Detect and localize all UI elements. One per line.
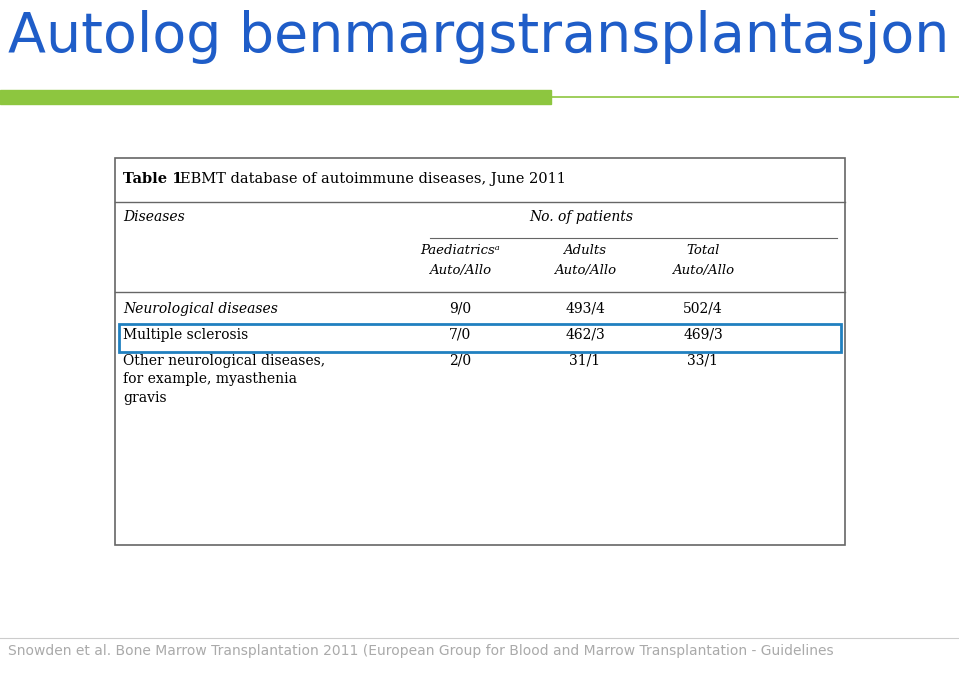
Text: Snowden et al. Bone Marrow Transplantation 2011 (European Group for Blood and Ma: Snowden et al. Bone Marrow Transplantati… [8,644,833,658]
Text: 469/3: 469/3 [683,328,723,342]
Text: Adults: Adults [564,244,606,257]
Text: Paediatricsᵃ: Paediatricsᵃ [420,244,500,257]
Text: 462/3: 462/3 [565,328,605,342]
Text: EBMT database of autoimmune diseases, June 2011: EBMT database of autoimmune diseases, Ju… [180,172,566,186]
Text: 31/1: 31/1 [570,354,600,368]
Text: Table 1: Table 1 [123,172,182,186]
Bar [0,90,551,104]
Text: 502/4: 502/4 [683,302,723,316]
Text: Auto/Allo: Auto/Allo [554,264,616,277]
Text: Neurological diseases: Neurological diseases [123,302,278,316]
Text: 2/0: 2/0 [449,354,471,368]
Text: 493/4: 493/4 [565,302,605,316]
Text: Auto/Allo: Auto/Allo [429,264,491,277]
Text: 7/0: 7/0 [449,328,471,342]
Text: Auto/Allo: Auto/Allo [672,264,734,277]
Text: Other neurological diseases,
for example, myasthenia
gravis: Other neurological diseases, for example… [123,354,325,405]
Text: Autolog benmargstransplantasjon: Autolog benmargstransplantasjon [8,10,949,64]
Bar [115,158,845,545]
Text: Diseases: Diseases [123,210,185,224]
Bar [119,324,841,352]
Text: 9/0: 9/0 [449,302,471,316]
Text: 33/1: 33/1 [688,354,718,368]
Text: Total: Total [687,244,719,257]
Text: No. of patients: No. of patients [529,210,634,224]
Text: Multiple sclerosis: Multiple sclerosis [123,328,248,342]
